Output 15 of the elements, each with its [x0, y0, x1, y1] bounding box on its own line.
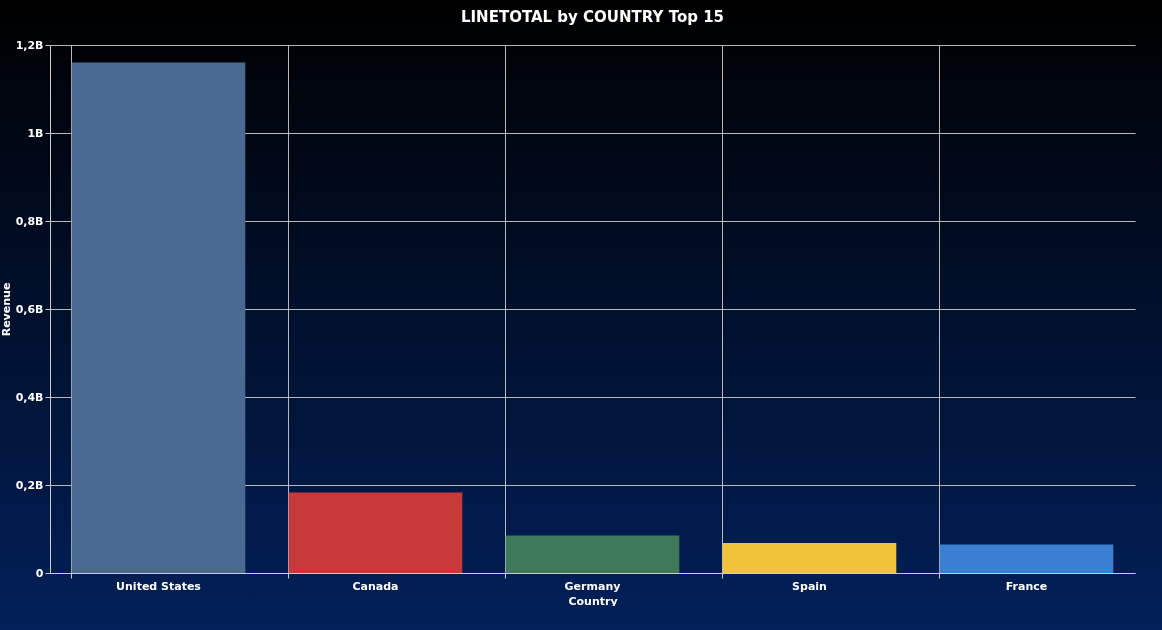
y-tick-label: 0,8B: [15, 214, 44, 228]
y-tick-label: 0,2B: [15, 478, 44, 492]
y-tick-label: 0,4B: [15, 390, 44, 404]
x-tick-label: Spain: [792, 579, 827, 593]
y-axis-title: Revenue: [0, 282, 13, 337]
y-tick-label: 1B: [27, 126, 44, 140]
y-tick-label: 0: [35, 566, 44, 580]
y-tick-label: 0,6B: [15, 302, 44, 316]
x-tick-label: France: [1005, 579, 1048, 593]
x-tick-label: United States: [116, 579, 202, 593]
x-tick-label: Canada: [352, 579, 399, 593]
x-axis-title: Country: [568, 594, 618, 608]
x-tick-label: Germany: [564, 579, 621, 593]
y-tick-label: 1,2B: [15, 38, 44, 52]
chart-title: LINETOTAL by COUNTRY Top 15: [460, 8, 725, 26]
